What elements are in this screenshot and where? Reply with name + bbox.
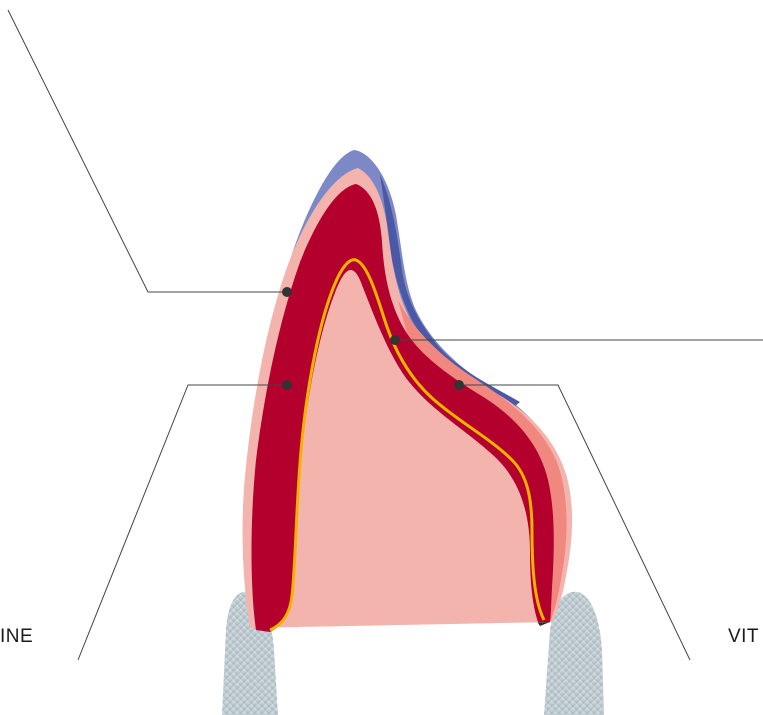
label-right: VIT bbox=[727, 626, 759, 647]
leader-line-top-left bbox=[7, 9, 287, 293]
anchor-dot-core-right bbox=[454, 380, 464, 390]
anchor-dot-inner-right bbox=[390, 335, 400, 345]
anchor-dot-core-left bbox=[282, 380, 292, 390]
yellow-margin-line bbox=[269, 258, 546, 632]
red-core-layer bbox=[251, 184, 554, 632]
leader-line-right bbox=[459, 384, 691, 661]
anchor-dot-outer-layer bbox=[282, 287, 292, 297]
leader-line-left bbox=[77, 384, 287, 661]
right-tooth-stub bbox=[544, 591, 604, 715]
label-left: INE bbox=[0, 626, 34, 647]
